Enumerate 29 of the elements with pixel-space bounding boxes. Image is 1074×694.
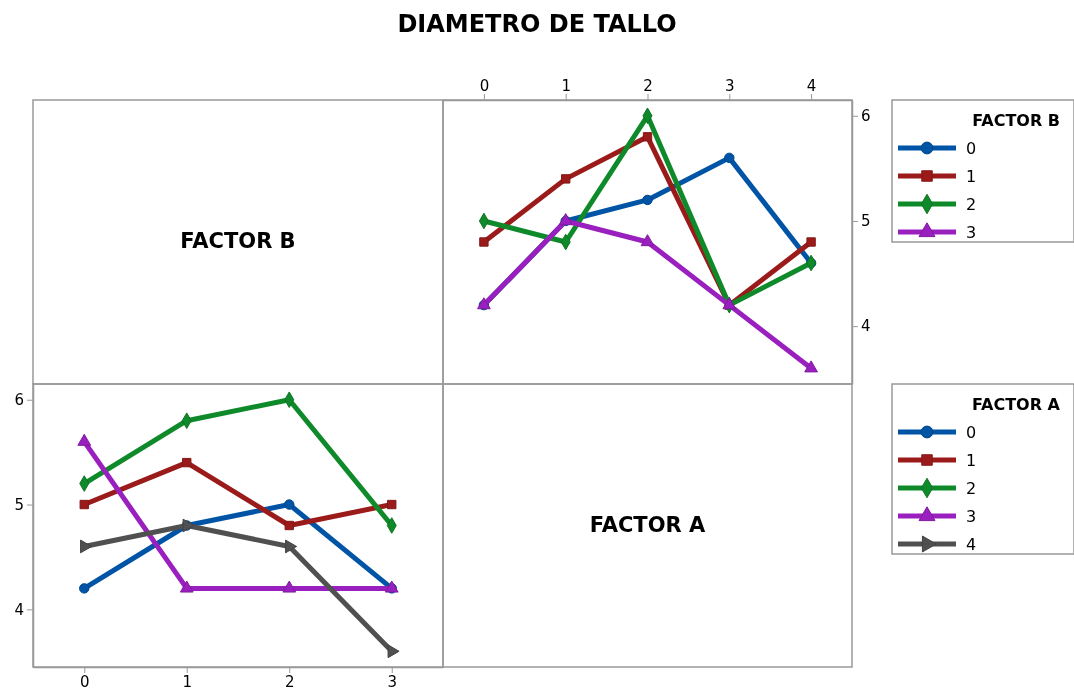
x-tick-label: 1 — [561, 77, 571, 95]
y-tick-label: 4 — [861, 317, 871, 336]
text: FACTOR A — [589, 512, 706, 537]
legend-label: 1 — [966, 451, 977, 470]
y-tick-label: 6 — [861, 107, 871, 126]
text: DIAMETRO DE TALLO — [397, 10, 677, 38]
y-tick-label: 5 — [14, 495, 24, 514]
legend-label: 0 — [966, 423, 977, 442]
x-tick-label: 0 — [479, 77, 490, 95]
legend-label: 3 — [966, 223, 977, 242]
x-tick-label: 0 — [79, 672, 90, 691]
x-tick-label: 3 — [387, 672, 398, 691]
legend-label: 1 — [966, 167, 977, 186]
x-tick-label: 3 — [725, 77, 735, 95]
y-tick-label: 6 — [14, 391, 24, 410]
legend-title: FACTOR A — [971, 395, 1061, 414]
legend-label: 3 — [966, 507, 977, 526]
x-tick-label: 1 — [182, 672, 193, 691]
legend-label: 4 — [966, 535, 977, 554]
text: FACTOR B — [180, 229, 296, 253]
x-tick-label: 2 — [284, 672, 295, 691]
legend-label: 0 — [966, 139, 977, 158]
y-tick-label: 4 — [14, 600, 24, 619]
legend-title: FACTOR B — [972, 111, 1060, 130]
x-tick-label: 4 — [806, 77, 817, 95]
y-tick-label: 5 — [861, 212, 871, 231]
legend-label: 2 — [966, 195, 977, 214]
x-tick-label: 2 — [643, 77, 653, 95]
legend-label: 2 — [966, 479, 977, 498]
